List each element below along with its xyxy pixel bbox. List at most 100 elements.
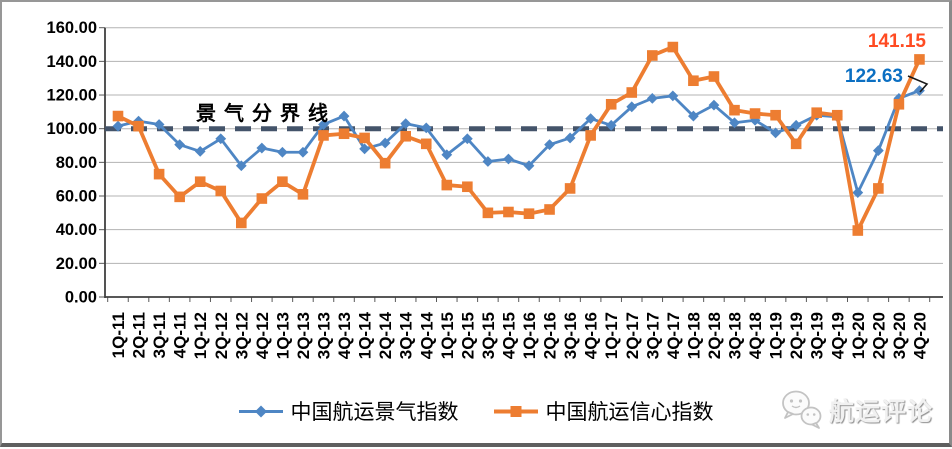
y-axis-label: 120.00	[47, 87, 97, 105]
data-point-square	[236, 217, 247, 229]
data-point-square	[626, 87, 638, 98]
data-point-diamond	[235, 160, 247, 172]
y-axis-label: 140.00	[47, 53, 97, 71]
data-point-diamond	[667, 90, 679, 102]
annotation-confidence-latest: 141.15	[867, 31, 926, 52]
legend: 中国航运景气指数 中国航运信心指数	[2, 396, 949, 426]
x-axis-label: 2Q-16	[541, 312, 560, 359]
data-point-square	[544, 204, 555, 215]
data-point-square	[133, 120, 144, 132]
data-point-diamond	[461, 133, 473, 145]
data-point-diamond	[729, 117, 740, 129]
data-point-diamond	[770, 127, 781, 139]
data-point-square	[420, 138, 432, 150]
x-axis-label: 3Q-18	[726, 312, 745, 359]
data-point-diamond	[872, 145, 884, 156]
y-axis-label: 40.00	[56, 221, 97, 239]
x-axis-label: 3Q-15	[479, 312, 498, 359]
x-axis-label: 2Q-12	[212, 312, 231, 359]
data-point-diamond	[420, 122, 432, 134]
x-axis-label: 3Q-19	[808, 312, 827, 359]
legend-item-confidence: 中国航运信心指数	[493, 396, 714, 426]
x-axis-label: 3Q-17	[643, 312, 662, 359]
x-axis-label: 1Q-19	[767, 312, 786, 359]
data-point-diamond	[400, 118, 412, 130]
x-axis-label: 1Q-13	[273, 312, 292, 359]
watermark-text: 航运评论	[829, 398, 934, 426]
data-point-square	[605, 98, 617, 110]
data-point-diamond	[215, 133, 227, 145]
watermark: 航运评论	[780, 389, 933, 431]
annotation-leader-line	[907, 75, 929, 93]
x-axis-label: 4Q-20	[910, 312, 929, 359]
data-point-diamond	[544, 139, 555, 151]
x-axis-label: 3Q-20	[890, 312, 909, 359]
y-axis-label: 0.00	[65, 289, 97, 307]
x-axis-label: 4Q-14	[417, 311, 436, 359]
data-point-diamond	[852, 187, 864, 199]
x-axis-label: 4Q-12	[253, 312, 272, 359]
data-point-square	[647, 50, 658, 61]
data-point-square	[667, 41, 679, 53]
data-point-square	[564, 183, 576, 194]
data-point-square	[523, 208, 535, 219]
x-axis-label: 3Q-13	[315, 312, 334, 359]
data-point-diamond	[318, 119, 329, 130]
x-axis-label: 1Q-12	[191, 312, 210, 359]
x-axis-label: 2Q-13	[294, 312, 313, 359]
data-point-square	[441, 179, 453, 191]
data-point-square	[256, 193, 268, 204]
data-point-diamond	[194, 146, 206, 157]
x-axis-label: 1Q-20	[849, 312, 868, 359]
data-point-diamond	[605, 119, 617, 131]
legend-label-confidence: 中国航运信心指数	[545, 401, 714, 424]
data-point-diamond	[379, 137, 391, 149]
x-axis-label: 4Q-13	[335, 312, 354, 359]
x-axis-label: 4Q-16	[582, 312, 601, 359]
data-point-diamond	[256, 142, 268, 154]
data-point-square	[811, 107, 822, 118]
x-axis-label: 2Q-18	[705, 312, 724, 359]
x-axis-label: 4Q-19	[828, 312, 847, 359]
y-axis-label: 20.00	[56, 255, 97, 273]
data-point-square	[359, 132, 370, 144]
x-axis-label: 4Q-18	[746, 312, 765, 359]
data-point-square	[112, 110, 124, 122]
data-point-square	[194, 176, 206, 188]
y-axis-label: 100.00	[47, 120, 97, 138]
data-point-diamond	[441, 149, 453, 161]
data-point-square	[914, 54, 925, 65]
data-point-square	[688, 75, 699, 87]
x-axis-label: 2Q-15	[458, 312, 477, 359]
data-point-square	[790, 138, 802, 150]
x-axis-label: 1Q-14	[356, 311, 375, 359]
data-point-square	[585, 130, 596, 141]
data-point-square	[400, 130, 411, 142]
data-point-diamond	[482, 156, 494, 167]
data-point-diamond	[112, 120, 124, 132]
data-point-diamond	[646, 92, 658, 104]
annotation-prosperity-latest: 122.63	[844, 66, 903, 87]
data-point-diamond	[790, 119, 802, 131]
x-axis-label: 2Q-11	[130, 312, 149, 358]
x-axis-label: 1Q-11	[109, 312, 128, 358]
x-axis-label: 1Q-16	[520, 312, 539, 359]
data-point-square	[729, 104, 740, 116]
data-point-square	[893, 98, 905, 110]
x-axis-label: 3Q-11	[150, 312, 169, 358]
legend-swatch-prosperity-icon	[238, 405, 283, 417]
x-axis-label: 2Q-17	[623, 312, 642, 359]
data-point-diamond	[914, 85, 925, 96]
data-point-square	[749, 108, 761, 119]
data-point-square	[462, 181, 473, 193]
legend-label-prosperity: 中国航运景气指数	[290, 401, 459, 424]
x-axis-label: 3Q-14	[397, 311, 416, 359]
data-point-diamond	[688, 110, 699, 122]
data-point-diamond	[359, 143, 370, 155]
data-point-square	[277, 176, 288, 188]
data-point-diamond	[503, 153, 514, 165]
data-point-square	[318, 130, 329, 141]
data-point-square	[770, 109, 781, 121]
data-point-diamond	[564, 132, 576, 144]
